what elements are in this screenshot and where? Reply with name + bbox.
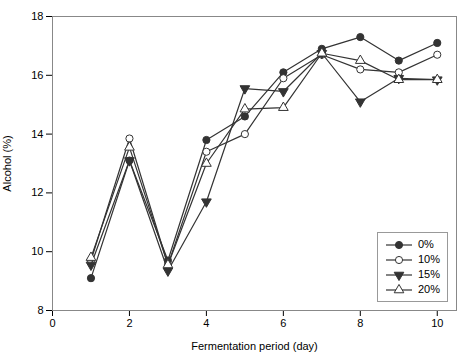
svg-text:2: 2	[126, 317, 132, 329]
svg-text:6: 6	[280, 317, 286, 329]
svg-text:Alcohol (%): Alcohol (%)	[1, 135, 13, 191]
html-text:10%: 10%	[418, 253, 440, 265]
svg-text:0: 0	[49, 317, 55, 329]
html-text:0%: 0%	[418, 238, 434, 250]
svg-text:Fermentation period (day): Fermentation period (day)	[191, 340, 318, 352]
svg-text:12: 12	[31, 186, 43, 198]
svg-text:18: 18	[31, 10, 43, 22]
svg-text:14: 14	[31, 128, 43, 140]
svg-text:4: 4	[203, 317, 209, 329]
svg-text:10: 10	[31, 245, 43, 257]
svg-text:8: 8	[37, 304, 43, 316]
svg-text:10: 10	[431, 317, 443, 329]
svg-text:8: 8	[357, 317, 363, 329]
svg-text:16: 16	[31, 69, 43, 81]
html-text:20%: 20%	[418, 283, 440, 295]
html-text:15%: 15%	[418, 268, 440, 280]
